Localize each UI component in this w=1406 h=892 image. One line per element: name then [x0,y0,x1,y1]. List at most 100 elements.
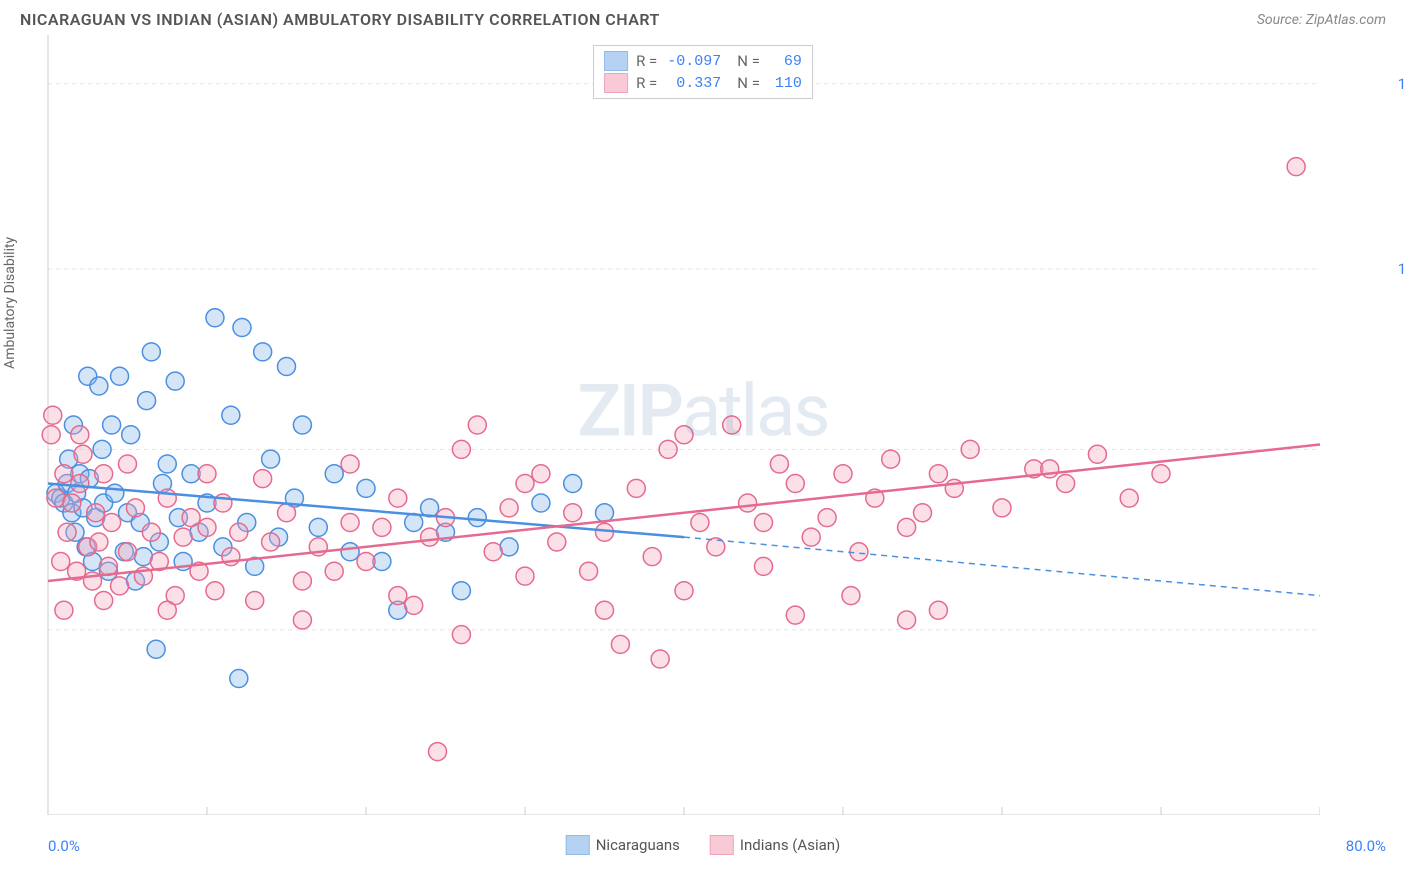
data-point-indians [389,489,407,507]
data-point-indians [755,514,773,532]
chart-container: Ambulatory Disability R = -0.097 N = 69 … [20,35,1386,819]
data-point-indians [246,592,264,610]
data-point-indians [898,518,916,536]
data-point-nicaraguans [142,343,160,361]
data-point-indians [596,523,614,541]
data-point-indians [52,553,70,571]
data-point-indians [293,611,311,629]
data-point-indians [564,504,582,522]
data-point-nicaraguans [103,416,121,434]
scatter-chart [20,35,1320,815]
data-point-nicaraguans [254,343,272,361]
legend-swatch [604,51,628,71]
data-point-indians [898,611,916,629]
series-legend-item-indians: Indians (Asian) [710,835,840,855]
data-point-indians [111,577,129,595]
data-point-indians [786,475,804,493]
data-point-indians [119,455,137,473]
data-point-indians [58,523,76,541]
x-axis-max-label: 80.0% [1346,837,1386,855]
legend-r-value: -0.097 [665,53,721,70]
data-point-indians [914,504,932,522]
series-legend: Nicaraguans Indians (Asian) [566,835,841,855]
data-point-nicaraguans [206,309,224,327]
data-point-indians [198,518,216,536]
data-point-indians [755,557,773,575]
data-point-indians [842,587,860,605]
data-point-nicaraguans [309,518,327,536]
data-point-indians [55,601,73,619]
data-point-indians [373,518,391,536]
data-point-indians [357,553,375,571]
legend-r-label: R = [636,52,657,70]
data-point-indians [1287,158,1305,176]
data-point-indians [532,465,550,483]
data-point-nicaraguans [122,426,140,444]
data-point-nicaraguans [596,504,614,522]
data-point-indians [182,509,200,527]
data-point-indians [675,426,693,444]
data-point-nicaraguans [357,479,375,497]
data-point-indians [55,465,73,483]
data-point-indians [71,475,89,493]
series-legend-item-nicaraguans: Nicaraguans [566,835,680,855]
data-point-indians [90,533,108,551]
data-point-nicaraguans [341,543,359,561]
data-point-indians [675,582,693,600]
data-point-indians [278,504,296,522]
data-point-indians [786,606,804,624]
data-point-nicaraguans [230,670,248,688]
legend-n-value: 110 [768,75,802,92]
data-point-indians [63,494,81,512]
data-point-indians [341,455,359,473]
data-point-indians [929,601,947,619]
data-point-indians [142,523,160,541]
data-point-indians [500,499,518,517]
data-point-nicaraguans [222,406,240,424]
legend-swatch [604,73,628,93]
data-point-nicaraguans [106,484,124,502]
data-point-indians [516,475,534,493]
y-axis-label: Ambulatory Disability [2,237,18,369]
data-point-indians [929,465,947,483]
legend-n-label: N = [737,74,760,92]
data-point-indians [174,528,192,546]
data-point-indians [961,440,979,458]
data-point-nicaraguans [93,440,111,458]
source-label: Source: ZipAtlas.com [1257,12,1386,28]
data-point-indians [119,543,137,561]
correlation-legend: R = -0.097 N = 69 R = 0.337 N = 110 [593,45,813,99]
series-label: Nicaraguans [596,836,680,854]
data-point-indians [42,426,60,444]
data-point-indians [429,743,447,761]
data-point-nicaraguans [325,465,343,483]
data-point-indians [580,562,598,580]
legend-swatch [710,835,734,855]
data-point-nicaraguans [532,494,550,512]
legend-r-value: 0.337 [665,75,721,92]
data-point-nicaraguans [564,475,582,493]
data-point-nicaraguans [111,367,129,385]
legend-n-label: N = [737,52,760,70]
series-label: Indians (Asian) [740,836,840,854]
chart-title: NICARAGUAN VS INDIAN (ASIAN) AMBULATORY … [20,10,660,29]
data-point-nicaraguans [278,358,296,376]
data-point-indians [325,562,343,580]
data-point-indians [850,543,868,561]
data-point-indians [516,567,534,585]
data-point-indians [468,416,486,434]
data-point-indians [405,596,423,614]
data-point-indians [158,601,176,619]
x-axis-min-label: 0.0% [48,837,80,855]
data-point-indians [627,479,645,497]
data-point-indians [770,455,788,473]
data-point-indians [421,528,439,546]
data-point-indians [651,650,669,668]
y-tick-label: 15.0% [1398,75,1406,93]
data-point-indians [44,406,62,424]
data-point-indians [659,440,677,458]
data-point-indians [87,504,105,522]
data-point-indians [198,465,216,483]
data-point-indians [262,533,280,551]
legend-row-nicaraguans: R = -0.097 N = 69 [604,50,802,72]
